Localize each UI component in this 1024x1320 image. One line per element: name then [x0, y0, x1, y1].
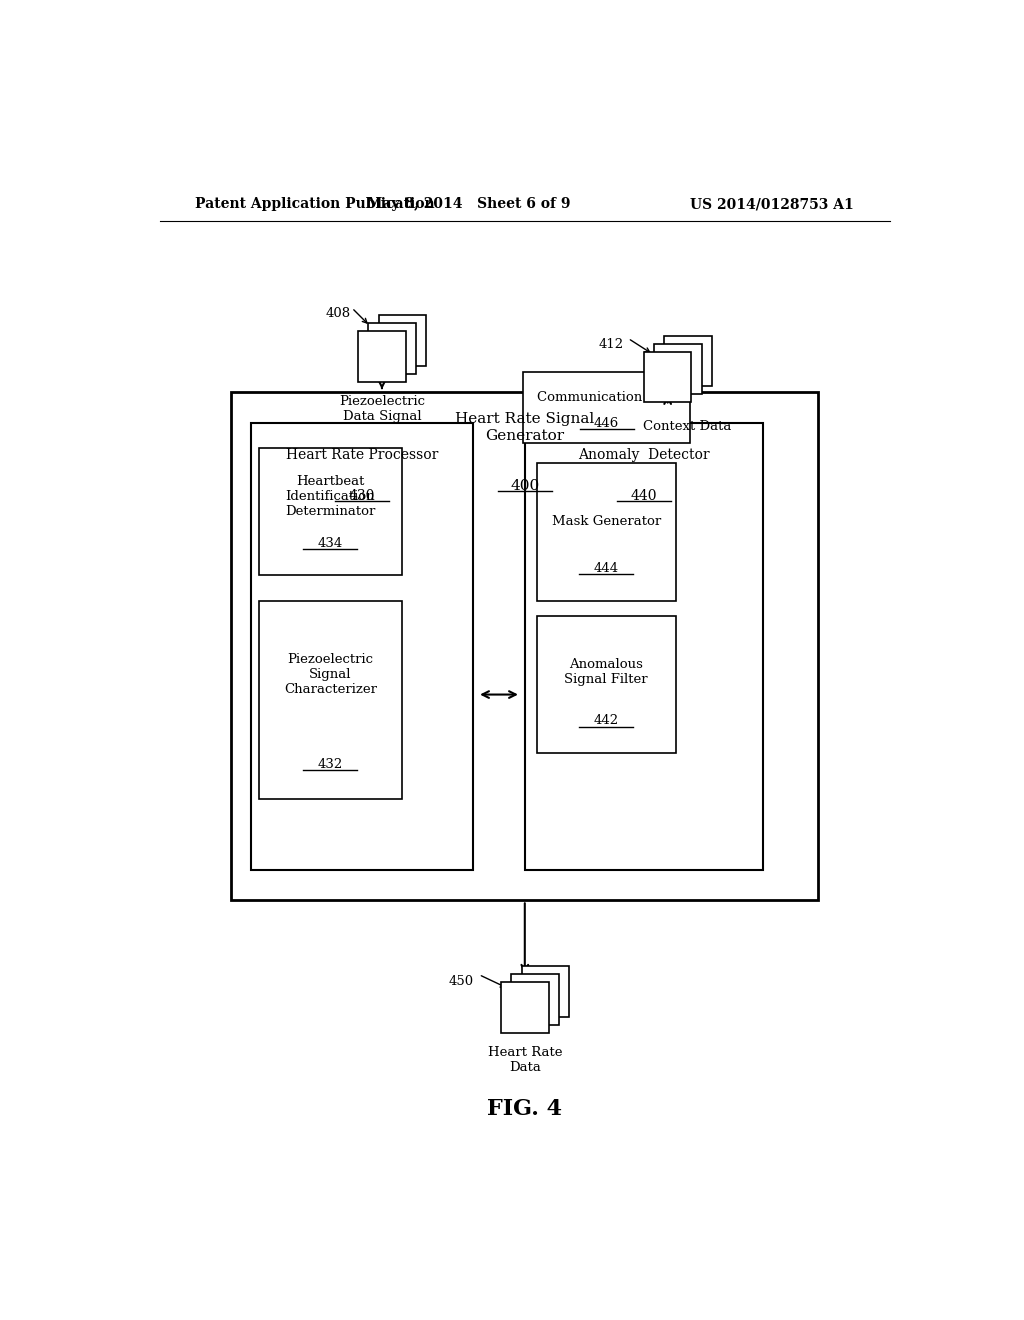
Text: 450: 450 [449, 975, 473, 989]
Bar [537, 463, 676, 601]
Text: Heart Rate Processor: Heart Rate Processor [286, 447, 438, 462]
Text: FIG. 4: FIG. 4 [487, 1098, 562, 1119]
Bar [644, 351, 691, 403]
Text: 408: 408 [325, 308, 350, 321]
Text: 442: 442 [594, 714, 618, 727]
Bar [358, 331, 406, 381]
Text: Mask Generator: Mask Generator [552, 515, 660, 528]
Text: Heart Rate
Data: Heart Rate Data [487, 1045, 562, 1073]
Bar [654, 343, 701, 395]
Bar [665, 335, 712, 387]
Text: May 8, 2014   Sheet 6 of 9: May 8, 2014 Sheet 6 of 9 [368, 197, 571, 211]
Bar [524, 422, 763, 870]
Text: 400: 400 [510, 479, 540, 492]
Text: 444: 444 [594, 562, 618, 576]
Bar [259, 447, 401, 576]
Bar [537, 615, 676, 752]
Text: Anomalous
Signal Filter: Anomalous Signal Filter [564, 659, 648, 686]
Text: Communication Unit: Communication Unit [538, 391, 676, 404]
Bar [259, 601, 401, 799]
Text: Anomaly  Detector: Anomaly Detector [578, 447, 710, 462]
Text: Heart Rate Signal
Generator: Heart Rate Signal Generator [456, 412, 594, 442]
Bar [369, 323, 416, 374]
Bar [511, 974, 559, 1024]
Bar [251, 422, 473, 870]
Text: Heartbeat
Identification
Determinator: Heartbeat Identification Determinator [285, 475, 376, 517]
Text: Context Data: Context Data [643, 420, 732, 433]
Text: 430: 430 [349, 488, 376, 503]
Bar [501, 982, 549, 1032]
Text: 440: 440 [631, 488, 657, 503]
Text: Patent Application Publication: Patent Application Publication [196, 197, 435, 211]
Bar [379, 315, 426, 366]
Bar [521, 966, 569, 1016]
Bar [523, 372, 690, 444]
Text: 432: 432 [317, 758, 343, 771]
Text: Piezoelectric
Signal
Characterizer: Piezoelectric Signal Characterizer [284, 652, 377, 696]
Text: 412: 412 [599, 338, 624, 351]
Text: 446: 446 [594, 417, 620, 429]
Text: 434: 434 [317, 536, 343, 549]
Text: US 2014/0128753 A1: US 2014/0128753 A1 [690, 197, 854, 211]
Text: Piezoelectric
Data Signal: Piezoelectric Data Signal [339, 395, 425, 424]
Bar [231, 392, 818, 900]
